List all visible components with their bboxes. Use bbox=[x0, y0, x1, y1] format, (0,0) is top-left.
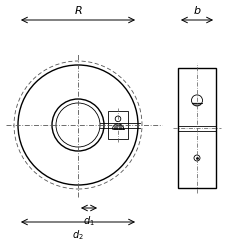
Text: $R$: $R$ bbox=[74, 4, 82, 16]
Bar bbox=[178, 68, 216, 188]
Bar bbox=[108, 111, 128, 139]
Text: $b$: $b$ bbox=[193, 4, 201, 16]
Text: $d_1$: $d_1$ bbox=[83, 214, 95, 228]
Text: $d_2$: $d_2$ bbox=[72, 228, 84, 242]
